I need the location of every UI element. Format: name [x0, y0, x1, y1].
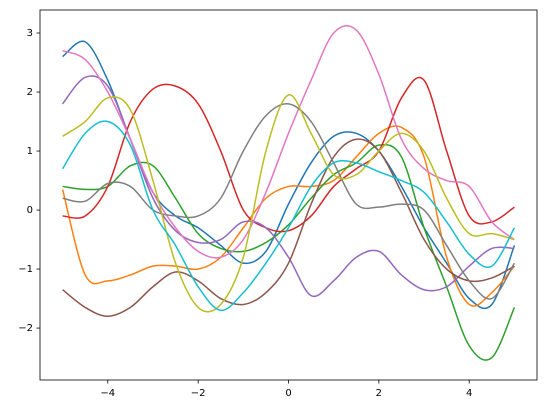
y-tick-label: −1	[18, 264, 33, 275]
series-line	[62, 143, 516, 361]
y-tick-label: 1	[27, 146, 33, 157]
y-tick-label: 2	[27, 87, 33, 98]
x-tick-label: −2	[191, 388, 206, 399]
y-tick-label: 3	[27, 28, 33, 39]
x-tick-label: 4	[466, 388, 472, 399]
series-line	[62, 138, 515, 318]
y-tick-label: 0	[27, 205, 33, 216]
x-tick-label: 2	[376, 388, 382, 399]
series-line	[62, 102, 516, 300]
plot-frame	[39, 9, 538, 381]
series-line	[61, 125, 515, 307]
y-tick-label: −2	[18, 323, 33, 334]
x-tick-label: 0	[285, 388, 291, 399]
series-line	[62, 76, 515, 233]
series-line	[62, 94, 515, 313]
x-tick-label: −4	[100, 388, 115, 399]
series-line	[61, 120, 516, 312]
series-line	[62, 25, 515, 259]
